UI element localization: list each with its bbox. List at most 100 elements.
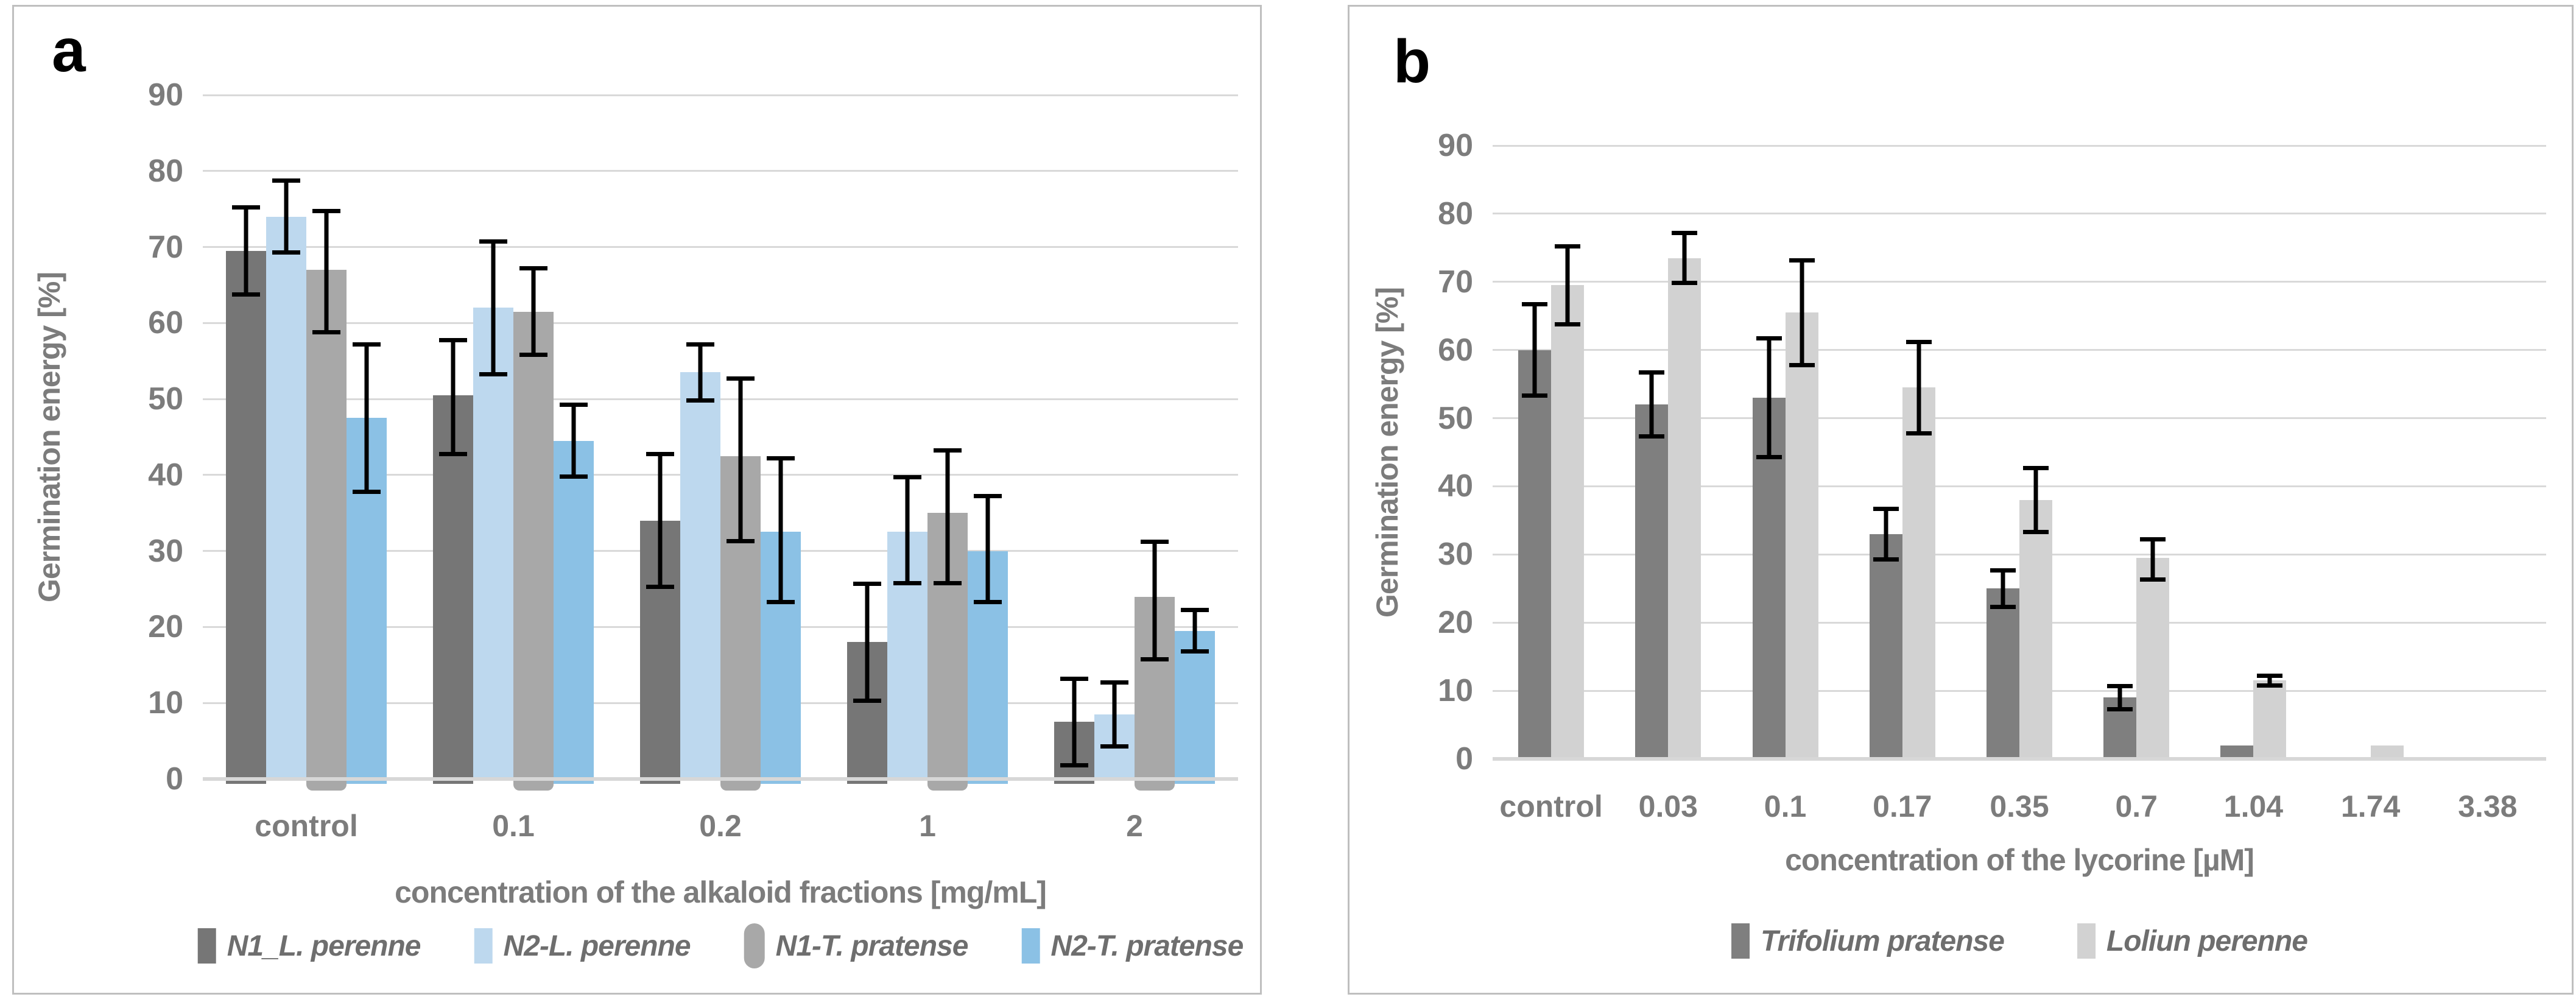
error-bar-cap-bottom xyxy=(646,585,674,590)
error-bar-cap-bottom xyxy=(1990,604,2016,609)
error-bar-cap-bottom xyxy=(1141,657,1169,661)
error-bar-cap-top xyxy=(686,342,714,347)
error-bar-Trifolium pratense-0.17 xyxy=(1873,507,1899,562)
error-bar-cap-top xyxy=(1756,336,1782,341)
error-bar-Trifolium pratense-0.1 xyxy=(1756,336,1782,459)
error-bar-stem xyxy=(571,403,576,479)
bar-Trifolium pratense-1.04 xyxy=(2220,745,2254,759)
error-bar-Trifolium pratense-control xyxy=(1522,302,1548,398)
bar-foot-N1_L. perenne-1 xyxy=(847,781,887,784)
error-bar-cap-top xyxy=(439,338,467,343)
error-bar-cap-top xyxy=(2140,537,2166,542)
x-tick-label-0.03: 0.03 xyxy=(1638,789,1698,823)
error-bar-stem xyxy=(1112,680,1117,749)
error-bar-N2-L. perenne-0.2 xyxy=(686,342,714,403)
error-bar-cap-bottom xyxy=(686,398,714,403)
x-axis-baseline xyxy=(1493,757,2546,761)
panel-b-x-axis-title: concentration of the lycorine [µM] xyxy=(1785,843,2254,877)
y-tick-label-40: 40 xyxy=(148,457,183,493)
error-bar-cap-bottom xyxy=(353,490,381,495)
error-bar-stem xyxy=(738,376,743,544)
panel-a: a Germination energy [%] 0 10 20 30 40 50 60 70… xyxy=(12,5,1262,995)
x-tick-label-1.04: 1.04 xyxy=(2223,789,2284,823)
error-bar-N1_L. perenne-0.2 xyxy=(646,452,674,590)
bar-N2-L. perenne-0.2 xyxy=(680,372,720,779)
panel-a-plot-area: 0 10 20 30 40 50 60 70 80 90 xyxy=(148,79,1238,795)
error-bar-cap-top xyxy=(893,474,921,479)
bar-foot-N1-T. pratense-control xyxy=(306,781,347,791)
bar-Loliun perenne-control xyxy=(1551,285,1585,759)
bar-Loliun perenne-1.74 xyxy=(2370,745,2404,759)
legend-item-N1_L. perenne: N1_L. perenne xyxy=(197,928,421,964)
error-bar-stem xyxy=(905,474,910,585)
error-bar-cap-bottom xyxy=(974,600,1002,604)
error-bar-stem xyxy=(284,178,289,255)
x-tick-label-1.74: 1.74 xyxy=(2340,789,2401,823)
error-bar-N1-T. pratense-2 xyxy=(1141,539,1169,661)
error-bar-stem xyxy=(451,338,456,456)
legend-label: N1_L. perenne xyxy=(227,929,421,962)
legend-key-icon xyxy=(2077,923,2096,959)
error-bar-cap-bottom xyxy=(2107,707,2133,711)
error-bar-Trifolium pratense-0.35 xyxy=(1990,568,2016,609)
error-bar-stem xyxy=(985,494,990,604)
error-bar-Loliun perenne-1.04 xyxy=(2257,674,2283,688)
bar-Loliun perenne-0.17 xyxy=(1902,387,1935,759)
error-bar-cap-top xyxy=(974,494,1002,499)
error-bar-cap-bottom xyxy=(1100,744,1128,749)
error-bar-cap-top xyxy=(1873,507,1899,511)
error-bar-cap-top xyxy=(767,456,795,460)
error-bar-N2-T. pratense-0.2 xyxy=(767,456,795,604)
bar-N1_L. perenne-control xyxy=(226,250,266,779)
gridline-y-80 xyxy=(1493,213,2546,215)
error-bar-stem xyxy=(2033,465,2038,534)
bar-foot-N1-T. pratense-1 xyxy=(927,781,968,791)
x-tick-label-0.1: 0.1 xyxy=(492,809,535,843)
gridline-y-70 xyxy=(1493,281,2546,283)
error-bar-cap-bottom xyxy=(1181,649,1209,654)
panel-a-label: a xyxy=(52,16,86,85)
error-bar-cap-top xyxy=(853,581,881,586)
error-bar-cap-top xyxy=(519,266,547,270)
bar-Loliun perenne-0.03 xyxy=(1668,258,1701,759)
panel-a-legend: N1_L. perenne N2-L. perenne N1-T. pratense… xyxy=(171,923,1270,968)
panel-b-legend: Trifolium pratense Loliun perenne xyxy=(1695,923,2344,959)
y-tick-label-0: 0 xyxy=(166,761,183,797)
error-bar-N2-T. pratense-0.1 xyxy=(560,403,588,479)
y-tick-label-70: 70 xyxy=(1438,264,1473,300)
error-bar-cap-top xyxy=(2023,465,2049,470)
error-bar-stem xyxy=(865,581,870,703)
error-bar-cap-top xyxy=(1990,568,2016,573)
bar-foot-N2-T. pratense-control xyxy=(347,781,387,784)
panel-b-plot-area: 0 10 20 30 40 50 60 70 80 90 xyxy=(1438,130,2546,775)
error-bar-cap-top xyxy=(272,178,300,183)
bar-N2-T. pratense-2 xyxy=(1175,630,1215,779)
legend-item-Loliun perenne: Loliun perenne xyxy=(2077,923,2308,959)
error-bar-N1-T. pratense-control xyxy=(312,209,340,335)
bar-foot-N1-T. pratense-2 xyxy=(1135,781,1175,791)
error-bar-cap-bottom xyxy=(893,580,921,585)
x-axis-baseline xyxy=(203,777,1238,781)
x-tick-label-1: 1 xyxy=(919,809,936,843)
error-bar-N2-L. perenne-control xyxy=(272,178,300,255)
y-tick-label-20: 20 xyxy=(1438,605,1473,641)
error-bar-stem xyxy=(2150,537,2155,582)
error-bar-stem xyxy=(1682,230,1687,286)
legend-label: N2-L. perenne xyxy=(503,929,691,962)
legend-key-icon xyxy=(1731,923,1750,959)
bar-N1_L. perenne-0.1 xyxy=(433,395,473,779)
bar-foot-N2-T. pratense-0.2 xyxy=(761,781,801,784)
error-bar-Trifolium pratense-0.03 xyxy=(1639,370,1665,439)
error-bar-stem xyxy=(1916,339,1921,435)
error-bar-cap-bottom xyxy=(1789,362,1815,367)
error-bar-cap-top xyxy=(560,403,588,407)
error-bar-cap-top xyxy=(353,342,381,347)
bar-foot-N1_L. perenne-2 xyxy=(1054,781,1094,784)
error-bar-cap-bottom xyxy=(1672,281,1698,286)
bar-foot-N1_L. perenne-0.1 xyxy=(433,781,473,784)
error-bar-stem xyxy=(945,448,950,585)
error-bar-cap-top xyxy=(1789,258,1815,263)
y-tick-label-50: 50 xyxy=(148,381,183,417)
x-tick-label-control: control xyxy=(255,809,358,843)
bar-foot-N2-T. pratense-1 xyxy=(968,781,1008,784)
